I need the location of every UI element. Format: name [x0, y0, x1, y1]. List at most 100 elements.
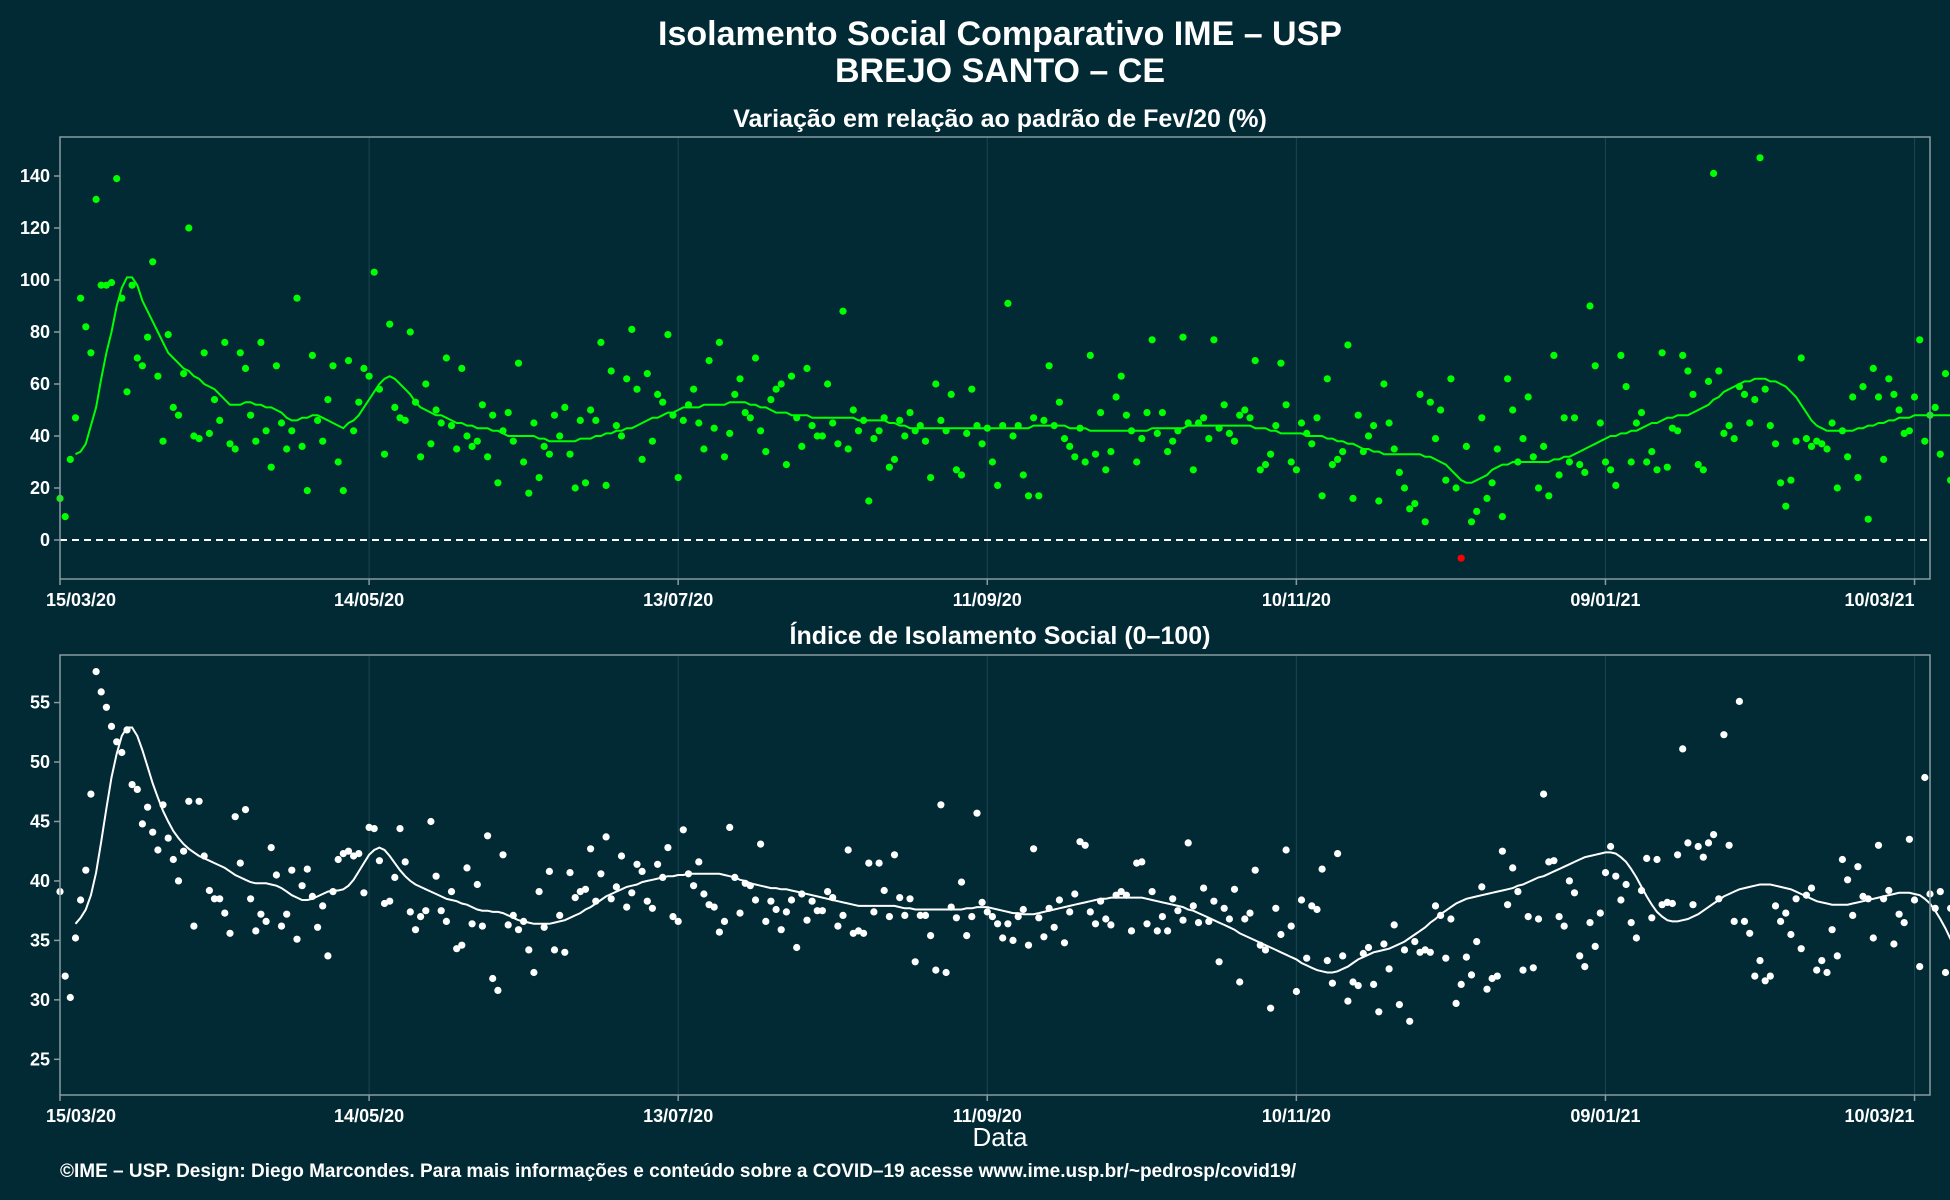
variation-point [875, 427, 883, 435]
variation-point [1818, 440, 1826, 448]
index-point [968, 913, 976, 921]
index-point [1406, 1017, 1414, 1025]
variation-point [798, 442, 806, 450]
index-point [210, 895, 219, 903]
variation-point [623, 375, 631, 383]
variation-point [1725, 422, 1733, 430]
index-point [1014, 913, 1022, 921]
variation-point [1570, 414, 1579, 422]
index-point [1019, 905, 1027, 914]
variation-point [1534, 484, 1543, 492]
index-point [216, 895, 224, 903]
index-point [643, 897, 651, 905]
variation-point [921, 437, 930, 445]
index-point [1514, 888, 1522, 896]
index-point [751, 896, 760, 904]
index-point [1076, 838, 1084, 846]
index-point [916, 911, 924, 920]
variation-point [767, 396, 775, 404]
variation-point [1612, 481, 1620, 489]
variation-point [298, 442, 306, 450]
index-point [674, 917, 682, 926]
x-tick-label: 10/11/20 [1262, 590, 1331, 610]
variation-point [1529, 453, 1537, 461]
x-tick-label: 14/05/20 [334, 590, 404, 610]
variation-point [968, 385, 976, 393]
variation-point [561, 403, 569, 411]
variation-point [957, 471, 966, 479]
index-point [1601, 869, 1610, 877]
index-point [1916, 963, 1924, 971]
variation-panel: 15/03/20 14/05/20 13/07/20 11/09/20 10/11/20… [20, 136, 1950, 610]
variation-point [514, 359, 523, 367]
index-point [1174, 907, 1182, 915]
variation-point [293, 294, 301, 302]
index-point [473, 880, 481, 889]
index-point [782, 908, 791, 916]
index-point [1380, 940, 1388, 948]
index-point [757, 840, 765, 848]
variation-point [283, 445, 291, 453]
index-point [628, 889, 636, 897]
variation-point [1921, 437, 1929, 445]
variation-point [1055, 398, 1063, 406]
variation-point [597, 338, 605, 346]
index-point [247, 895, 255, 903]
variation-point [674, 474, 682, 482]
index-point [690, 882, 698, 890]
index-point [422, 907, 430, 915]
index-point [386, 897, 394, 905]
index-point [1689, 901, 1697, 909]
index-point [1550, 857, 1558, 865]
panel-1-title: Variação em relação ao padrão de Fev/20 … [733, 105, 1267, 133]
index-point [932, 966, 940, 974]
variation-point [1596, 419, 1604, 427]
index-point [1885, 886, 1893, 895]
index-point [1761, 977, 1769, 985]
index-point [1251, 866, 1259, 874]
variation-point [1849, 393, 1857, 401]
variation-point [757, 427, 765, 435]
variation-point [1107, 448, 1115, 456]
index-point [1735, 697, 1743, 706]
index-point [1694, 842, 1702, 851]
variation-point [1138, 435, 1146, 443]
variation-point [66, 455, 74, 463]
index-point [1127, 927, 1136, 935]
variation-point [648, 437, 657, 445]
variation-point [308, 351, 316, 359]
variation-point [643, 370, 651, 378]
variation-point [1833, 484, 1841, 492]
variation-point [1364, 432, 1373, 440]
index-point [1622, 880, 1630, 889]
index-point [241, 806, 250, 814]
variation-point [1153, 429, 1161, 437]
index-point [1910, 896, 1919, 904]
y-tick-label: 30 [30, 990, 50, 1010]
index-point [427, 817, 435, 826]
variation-point [87, 349, 95, 357]
variation-point [1895, 406, 1903, 414]
variation-point [509, 437, 517, 445]
index-point [272, 871, 280, 879]
index-point [1066, 908, 1074, 916]
variation-point [1864, 515, 1872, 523]
variation-point [1859, 383, 1867, 391]
index-point [1143, 920, 1151, 928]
y-tick-label: 35 [30, 930, 50, 950]
variation-point [1560, 414, 1568, 422]
variation-point [762, 448, 770, 456]
index-point [77, 896, 85, 904]
index-point [720, 917, 729, 926]
variation-point [1565, 458, 1573, 466]
index-point [1426, 948, 1434, 956]
index-point [1447, 915, 1455, 923]
y-tick-label: 140 [20, 166, 50, 186]
variation-point [1009, 432, 1017, 440]
variation-point [1380, 380, 1388, 388]
index-point [195, 797, 203, 805]
variation-point [1591, 362, 1599, 370]
variation-point [1035, 492, 1043, 500]
variation-point [1540, 442, 1548, 450]
index-point [1540, 790, 1548, 798]
